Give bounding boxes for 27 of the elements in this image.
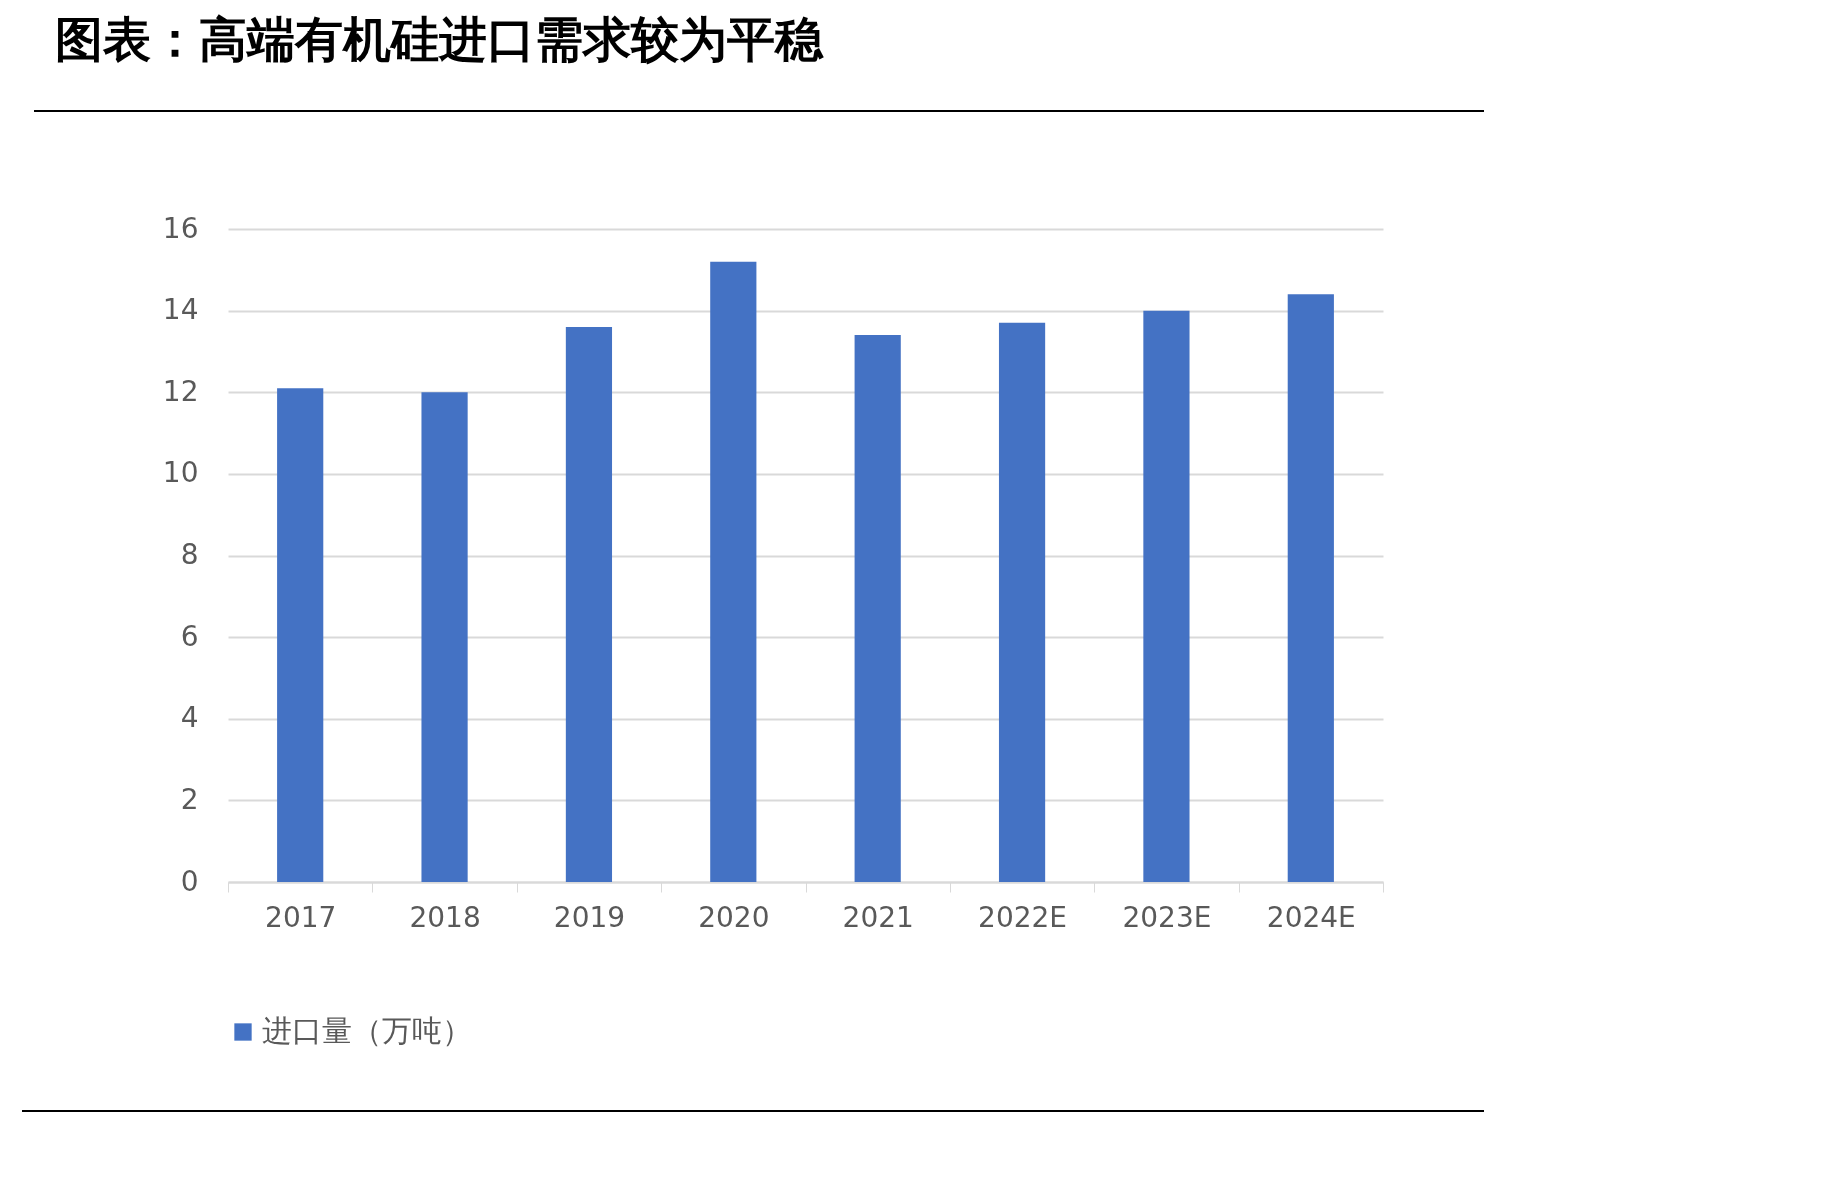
x-tick-label: 2019 xyxy=(553,900,626,934)
bar xyxy=(1143,310,1190,882)
bar xyxy=(1287,294,1334,882)
y-tick-label: 8 xyxy=(180,538,199,571)
x-tick-label: 2023E xyxy=(1122,900,1212,934)
chart-title: 图表：高端有机硅进口需求较为平稳 xyxy=(55,10,823,69)
x-tick-label: 2020 xyxy=(698,900,770,934)
bar xyxy=(998,322,1046,882)
x-tick-label: 2017 xyxy=(265,900,337,934)
y-tick-label: 14 xyxy=(162,293,199,327)
y-tick-label: 2 xyxy=(180,782,199,816)
x-tick-label: 2018 xyxy=(409,900,481,934)
x-tick-label: 2021 xyxy=(842,900,914,934)
y-tick-label: 0 xyxy=(180,864,199,898)
bar xyxy=(277,388,324,882)
bar xyxy=(710,261,757,882)
y-tick-label: 16 xyxy=(162,211,199,245)
y-tick-label: 12 xyxy=(162,374,199,408)
x-tick-label: 2024E xyxy=(1266,900,1356,934)
bar xyxy=(565,326,613,882)
y-tick-label: 10 xyxy=(162,456,199,490)
bar xyxy=(421,392,468,882)
x-tick-label: 2022E xyxy=(978,900,1068,934)
bar xyxy=(854,335,901,882)
y-tick-label: 4 xyxy=(180,701,199,735)
legend-label: 进口量（万吨） xyxy=(262,1013,472,1048)
y-tick-label: 6 xyxy=(180,619,199,653)
